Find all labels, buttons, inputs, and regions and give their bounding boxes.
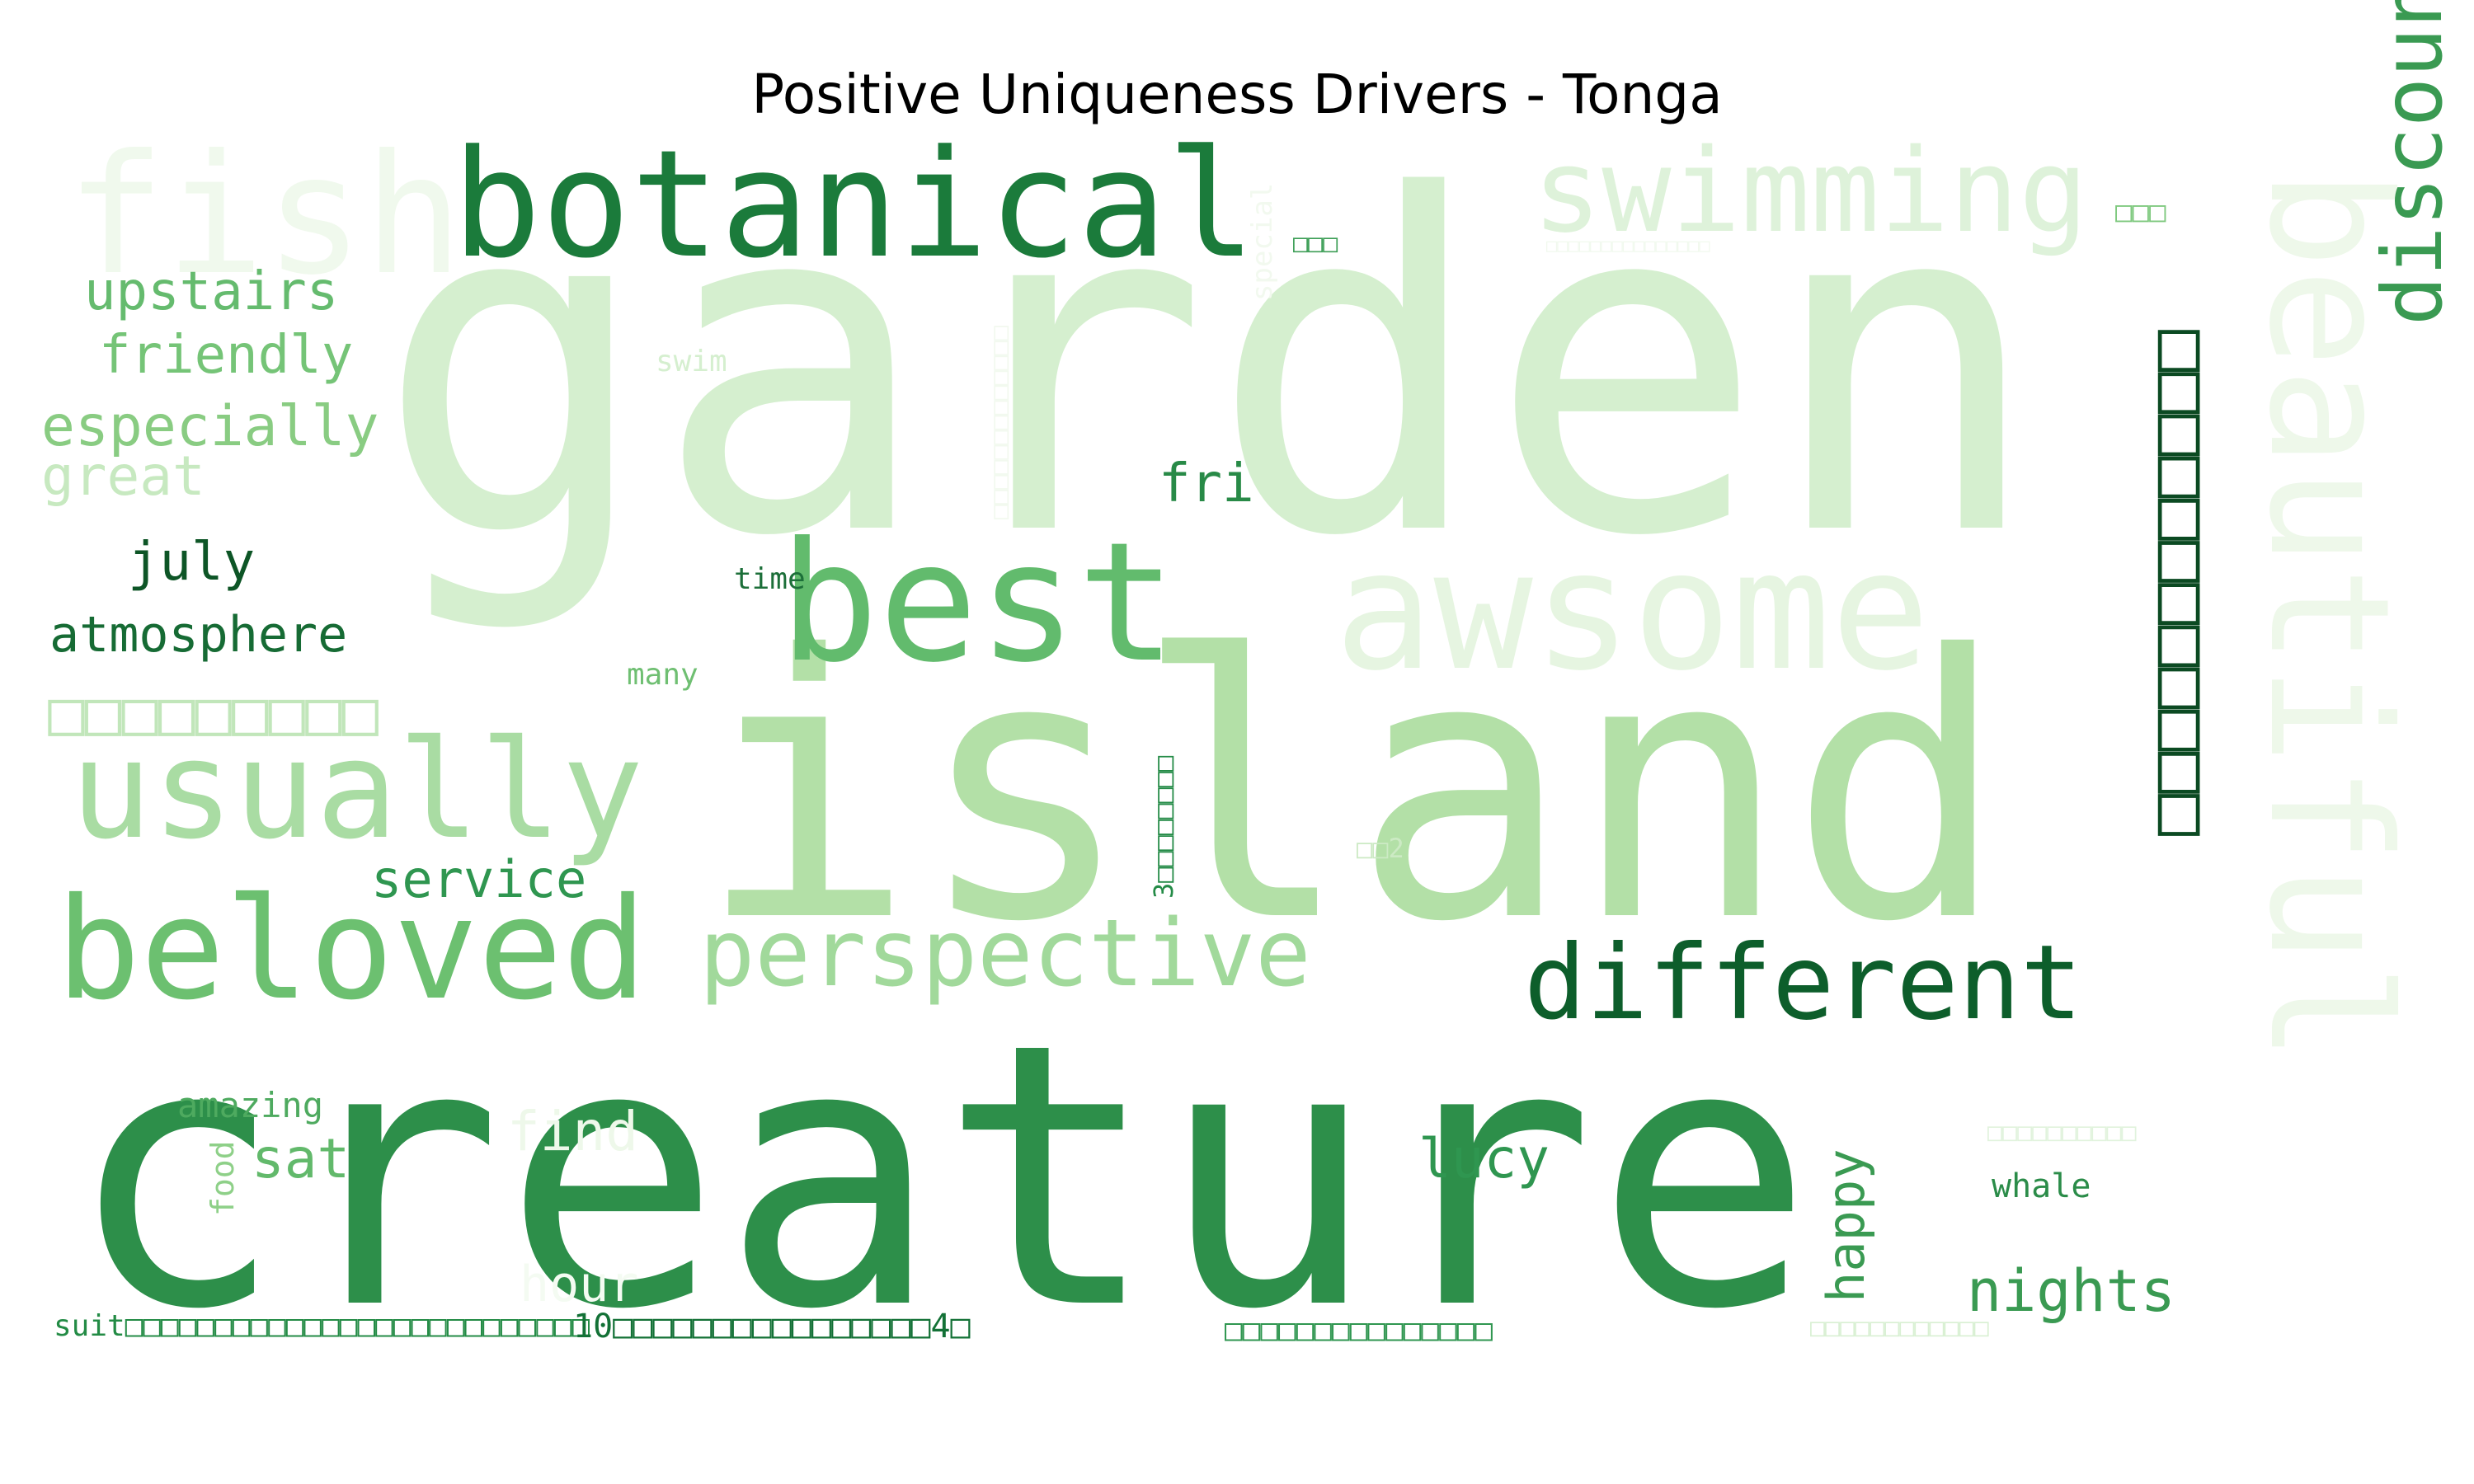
cloud-word: best — [779, 507, 1177, 699]
cloud-word: swim — [656, 345, 727, 378]
cloud-word: july — [128, 532, 255, 593]
cloud-word: special — [1246, 183, 1279, 301]
cloud-word: □□□□□□□□□□□□ — [2143, 330, 2225, 836]
cloud-word: food — [205, 1140, 241, 1216]
cloud-word: 10□□□□□□□□□□□□□□□□4□ — [573, 1308, 971, 1345]
cloud-word: great — [41, 444, 205, 508]
cloud-word: discount□□□ — [2364, 0, 2461, 326]
cloud-word: □□□□□□□□□□□□□□□ — [1225, 1313, 1493, 1347]
cloud-word: □□□□□□□□□□□□□□□ — [1546, 236, 1710, 256]
cloud-word: service — [371, 849, 586, 909]
cloud-word: □□□ — [2115, 195, 2166, 228]
cloud-word: 3□□□□□□□□ — [1148, 755, 1179, 899]
cloud-word: find — [507, 1100, 638, 1163]
cloud-word: usually — [70, 711, 643, 869]
cloud-word: fri — [1159, 453, 1254, 514]
cloud-word: hour — [520, 1256, 639, 1313]
cloud-word: especially — [41, 394, 379, 459]
cloud-word: nights — [1967, 1257, 2175, 1325]
cloud-word: beloved — [56, 868, 647, 1031]
cloud-word: botanical — [452, 119, 1256, 291]
cloud-word: beautiful — [2232, 169, 2425, 1063]
cloud-word: □□2 — [1357, 833, 1404, 864]
cloud-word: suit□□□□□□□□□□□□□□□□□□□□□□□□□□ — [54, 1309, 590, 1343]
cloud-word: □□□□□□□□□□□□ — [1810, 1313, 1989, 1342]
cloud-word: lucy — [1418, 1127, 1550, 1190]
cloud-word: whale — [1992, 1167, 2091, 1205]
cloud-word: happy — [1816, 1148, 1876, 1303]
cloud-word: different — [1524, 923, 2082, 1043]
cloud-word: creature — [66, 966, 1813, 1388]
cloud-word: perspective — [699, 900, 1311, 1007]
cloud-word: island — [697, 579, 2007, 1001]
cloud-word: fish — [66, 120, 463, 312]
cloud-word: upstairs — [84, 261, 338, 322]
cloud-word: sat — [252, 1127, 350, 1190]
cloud-word: amazing — [177, 1085, 323, 1125]
cloud-word: atmosphere — [49, 606, 347, 664]
chart-title: Positive Uniqueness Drivers - Tonga — [751, 63, 1723, 126]
cloud-word: awsome — [1334, 515, 1930, 707]
cloud-word: □□□□□□□□□ — [48, 678, 379, 749]
cloud-word: □□□ — [1293, 229, 1338, 258]
cloud-word: □□□□□□□□□□□□□ — [985, 326, 1014, 519]
cloud-word: time — [734, 562, 806, 596]
cloud-word: swimming — [1532, 124, 2088, 259]
cloud-word: garden — [375, 100, 2044, 637]
cloud-word: □□□□□□□□□□ — [1987, 1118, 2137, 1147]
cloud-word: many — [627, 658, 698, 692]
cloud-word: friendly — [99, 325, 353, 386]
